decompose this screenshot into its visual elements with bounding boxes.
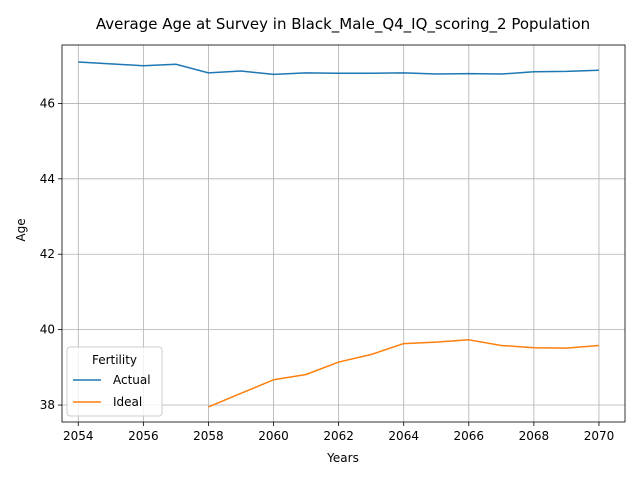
x-tick-label: 2068 <box>519 429 550 443</box>
series-line-ideal <box>208 339 600 408</box>
axis-ticks: 2054 2056 2058 2060 2062 2064 2066 2068 2070 38 40… <box>40 96 615 443</box>
x-tick-label: 2056 <box>128 429 159 443</box>
x-tick-label: 2066 <box>454 429 485 443</box>
x-tick-label: 2054 <box>63 429 94 443</box>
legend-items: Actual Ideal <box>73 373 151 409</box>
legend-label-actual: Actual <box>113 373 151 387</box>
legend-label-ideal: Ideal <box>113 395 142 409</box>
grid <box>62 45 625 422</box>
x-tick-label: 2058 <box>193 429 224 443</box>
y-tick-label: 44 <box>40 172 55 186</box>
y-tick-label: 42 <box>40 247 55 261</box>
x-tick-label: 2060 <box>258 429 289 443</box>
x-tick-label: 2070 <box>584 429 615 443</box>
x-tick-label: 2062 <box>323 429 354 443</box>
plot-frame <box>61 44 626 423</box>
y-tick-label: 46 <box>40 96 55 110</box>
series-lines <box>78 61 600 408</box>
legend: Fertility Actual Ideal <box>66 346 163 417</box>
x-axis-label: Years <box>326 451 359 465</box>
chart-title: Average Age at Survey in Black_Male_Q4_I… <box>96 15 590 34</box>
legend-title: Fertility <box>92 353 137 367</box>
series-line-actual <box>78 61 599 76</box>
y-tick-label: 40 <box>40 323 55 337</box>
y-axis-label: Age <box>14 218 28 241</box>
x-tick-label: 2064 <box>388 429 419 443</box>
y-tick-label: 38 <box>40 398 55 412</box>
legend-box <box>66 346 163 417</box>
